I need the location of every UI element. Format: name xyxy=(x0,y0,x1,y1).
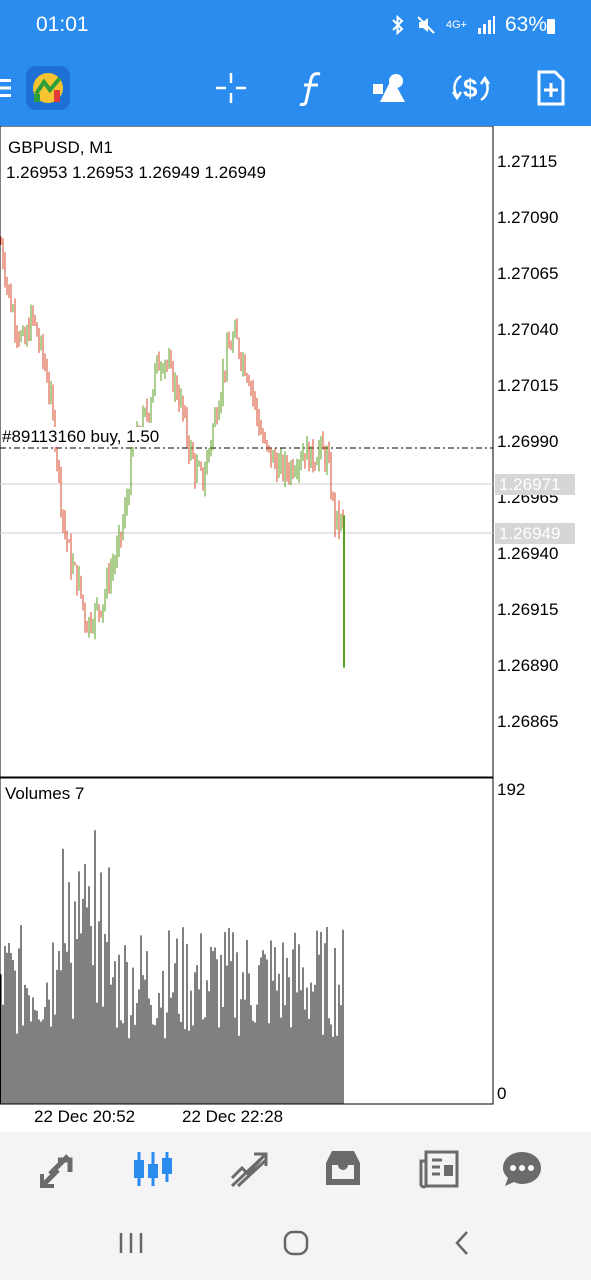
order-line-label[interactable]: #89113160 buy, 1.50 xyxy=(2,427,162,447)
price-tick: 1.26915 xyxy=(497,600,559,619)
history-icon xyxy=(326,1151,360,1185)
svg-text:$: $ xyxy=(463,73,478,103)
nav-chart[interactable] xyxy=(130,1146,176,1192)
chart-icon xyxy=(134,1152,172,1186)
volume-tick-zero: 0 xyxy=(497,1084,507,1103)
time-tick: 22 Dec 20:52 xyxy=(34,1107,136,1126)
bottom-navigation xyxy=(0,1132,591,1204)
news-icon xyxy=(419,1150,459,1189)
system-navigation xyxy=(0,1204,591,1280)
menu-button[interactable] xyxy=(0,64,20,112)
price-tick: 1.27040 xyxy=(497,320,559,339)
indicators-icon xyxy=(299,72,321,106)
home-icon xyxy=(283,1230,309,1256)
recent-apps-button[interactable] xyxy=(111,1226,151,1260)
price-tick: 1.26990 xyxy=(497,432,559,451)
price-tick: 1.26865 xyxy=(497,712,559,731)
nav-trade[interactable] xyxy=(226,1146,272,1192)
app-logo-button[interactable] xyxy=(24,64,72,112)
price-tick: 1.26940 xyxy=(497,544,559,563)
status-bar: 01:01 4G+ 63% xyxy=(0,0,591,52)
chart-ohlc: 1.26953 1.26953 1.26949 1.26949 xyxy=(6,163,266,182)
price-tick: 1.27015 xyxy=(497,376,559,395)
price-tag-marked: 1.26971 xyxy=(495,474,575,495)
crosshair-button[interactable] xyxy=(207,64,255,112)
trade-button[interactable]: $ xyxy=(447,64,495,112)
chat-icon xyxy=(503,1152,541,1186)
signal-icon xyxy=(477,16,495,34)
volume-bars xyxy=(0,830,344,1104)
nav-quotes[interactable] xyxy=(36,1146,82,1192)
back-button[interactable] xyxy=(442,1226,482,1260)
nav-news[interactable] xyxy=(416,1146,462,1192)
price-candles xyxy=(0,236,345,668)
chart-canvas[interactable] xyxy=(0,126,591,1132)
volume-label: Volumes 7 xyxy=(5,784,85,803)
price-tick: 1.27065 xyxy=(497,264,559,283)
price-tick: 1.26890 xyxy=(497,656,559,675)
chart-symbol: GBPUSD, M1 xyxy=(8,138,113,157)
app-logo xyxy=(26,66,70,110)
nav-history[interactable] xyxy=(320,1146,366,1192)
volume-tick-max: 192 xyxy=(497,780,526,799)
quotes-icon xyxy=(40,1154,73,1188)
chart-area[interactable]: GBPUSD, M1 1.26953 1.26953 1.26949 1.269… xyxy=(0,126,591,1132)
nav-chat[interactable] xyxy=(499,1146,545,1192)
time-tick: 22 Dec 22:28 xyxy=(182,1107,284,1126)
chart-toolbar: $ xyxy=(0,52,591,126)
new-order-button[interactable] xyxy=(527,64,575,112)
new-order-icon xyxy=(537,70,565,106)
menu-icon xyxy=(0,79,11,97)
indicators-button[interactable] xyxy=(287,64,335,112)
battery-percent: 63% xyxy=(504,13,547,36)
trade-icon xyxy=(230,1152,268,1188)
crosshair-icon xyxy=(216,73,246,103)
objects-icon xyxy=(373,74,405,102)
network-type: 4G+ xyxy=(445,18,467,31)
status-icons: 4G+ 63% xyxy=(390,13,547,37)
bluetooth-icon xyxy=(392,15,404,35)
recent-apps-icon xyxy=(119,1233,143,1253)
home-button[interactable] xyxy=(276,1226,316,1260)
mute-icon xyxy=(417,16,435,34)
price-tick: 1.27115 xyxy=(497,152,558,171)
clock: 01:01 xyxy=(36,13,89,36)
objects-button[interactable] xyxy=(366,64,414,112)
price-tick: 1.27090 xyxy=(497,208,559,227)
price-tag-last: 1.26949 xyxy=(495,523,575,544)
trade-icon: $ xyxy=(451,73,491,103)
back-icon xyxy=(455,1231,468,1255)
battery-icon xyxy=(547,19,555,34)
